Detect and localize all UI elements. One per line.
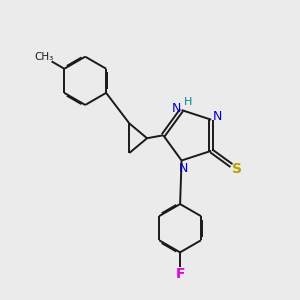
Text: CH₃: CH₃ [35, 52, 54, 62]
Text: H: H [184, 97, 192, 107]
Text: S: S [232, 162, 242, 176]
Text: N: N [178, 162, 188, 175]
Text: F: F [175, 266, 185, 280]
Text: N: N [213, 110, 222, 123]
Text: N: N [172, 102, 181, 115]
